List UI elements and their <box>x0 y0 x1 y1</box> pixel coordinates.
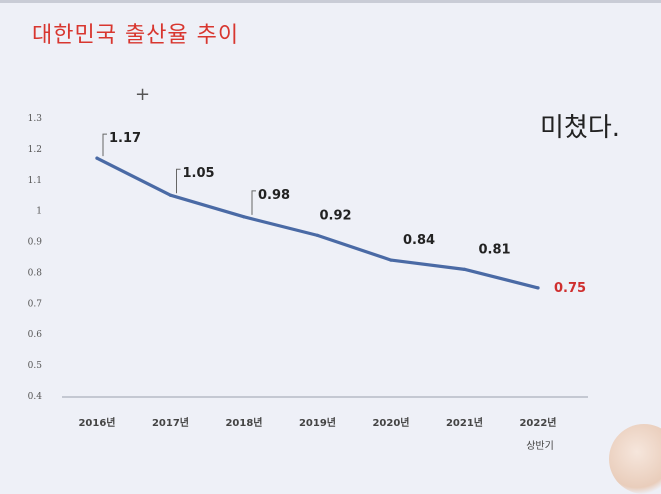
data-point <box>242 215 246 219</box>
series-line <box>95 156 540 290</box>
crosshair-cursor-icon: + <box>135 84 151 105</box>
x-tick-label: 2019년 <box>299 416 336 429</box>
data-label: 0.98 <box>258 188 290 203</box>
y-tick-label: 1.1 <box>28 176 42 186</box>
label-leader-line <box>176 168 181 194</box>
x-tick-label: 2020년 <box>372 416 409 429</box>
y-tick-label: 0.8 <box>28 268 43 278</box>
data-label: 1.05 <box>183 166 215 181</box>
x-tick-label: 2017년 <box>152 416 189 429</box>
x-tick-label: 2018년 <box>225 416 262 429</box>
data-point <box>315 233 320 237</box>
y-tick-label: 0.7 <box>28 299 43 309</box>
y-tick-label: 1.2 <box>28 145 42 155</box>
overlay-comment: 미쳤다. <box>540 113 621 143</box>
y-tick-label: 1.3 <box>28 114 43 124</box>
y-tick-label: 0.5 <box>28 361 43 371</box>
data-point <box>95 156 99 160</box>
data-point <box>462 267 467 271</box>
y-tick-label: 0.4 <box>28 392 43 402</box>
data-point <box>389 258 393 262</box>
data-label: 0.75 <box>554 281 586 296</box>
y-tick-label: 0.9 <box>28 238 43 248</box>
label-leader-line <box>251 190 256 215</box>
data-point <box>168 193 173 197</box>
x-tick-label: 2021년 <box>446 416 483 429</box>
data-label: 0.81 <box>479 242 511 257</box>
y-tick-label: 0.6 <box>28 330 43 340</box>
x-tick-label: 2016년 <box>78 416 115 429</box>
data-label: 0.84 <box>403 233 435 248</box>
x-tick-label: 2022년 <box>519 416 556 429</box>
label-leader-line <box>102 133 107 157</box>
y-tick-label: 1 <box>36 207 42 217</box>
chart-title: 대한민국 출산율 추이 <box>32 23 240 48</box>
data-label: 1.17 <box>109 131 141 146</box>
data-label: 0.92 <box>320 208 352 223</box>
data-point <box>536 286 540 290</box>
x-tick-sublabel: 상반기 <box>526 440 554 452</box>
line-chart: 1.3 1.2 1.1 1 0.9 0.8 0.7 0.6 0.5 0.4 2016년 2017년 20… <box>28 114 588 452</box>
